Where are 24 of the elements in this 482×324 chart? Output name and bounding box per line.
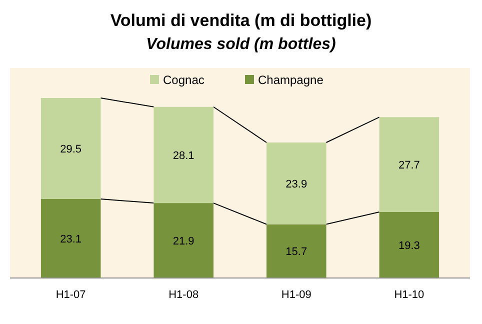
chart-title: Volumi di vendita (m di bottiglie) [110,11,372,30]
data-label: 28.1 [172,150,194,162]
x-tick-label: H1-09 [281,289,312,301]
bar [40,98,101,199]
bar [154,106,214,204]
data-label: 23.9 [286,178,308,190]
chart-subtitle: Volumes sold (m bottles) [146,36,336,53]
bar [266,224,326,278]
x-tick-label: H1-07 [56,289,86,301]
x-tick-label: H1-08 [168,289,199,301]
data-label: 29.5 [60,143,82,156]
x-tick-label: H1-10 [394,289,424,301]
data-label: 21.9 [172,236,194,248]
bar [379,212,440,278]
data-label: 15.7 [286,246,308,258]
legend-label: Champagne [258,73,324,87]
bar [379,117,440,212]
data-label: 19.3 [398,240,420,252]
data-label: 23.1 [60,233,82,246]
bar [266,142,326,224]
legend-label: Cognac [163,73,204,87]
bar [40,198,101,278]
data-label: 27.7 [398,160,420,172]
bar [154,203,214,278]
